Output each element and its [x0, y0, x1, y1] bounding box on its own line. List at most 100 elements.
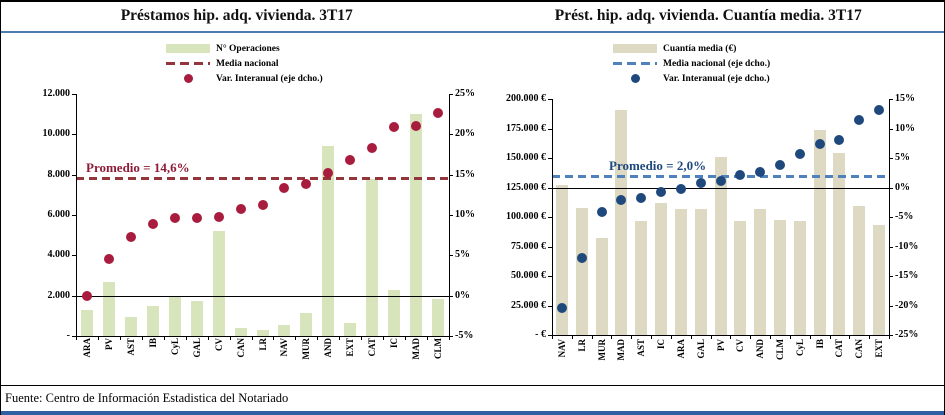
right-axis-label: -20% [895, 299, 919, 311]
bar-IC [388, 289, 401, 336]
dot-IC [389, 122, 400, 133]
right-axis-label: -5% [455, 330, 474, 341]
x-axis-tick [889, 335, 890, 339]
x-axis-label-CAT: CAT [834, 339, 845, 358]
right-axis-label: 10% [455, 209, 475, 220]
x-axis-label-CLM: CLM [774, 339, 785, 360]
left-axis-tick [548, 187, 552, 189]
right-axis-label: -15% [895, 270, 919, 281]
dot-LR [257, 200, 268, 211]
x-axis-label-IB: IB [814, 339, 825, 349]
left-axis-line [76, 94, 77, 336]
right-axis-tick [449, 255, 453, 257]
zero-line [76, 295, 449, 297]
right-axis-label: 5% [895, 152, 910, 163]
media-nacional-line [76, 176, 449, 180]
dot-CyL [794, 148, 805, 159]
x-axis-tick [207, 336, 209, 340]
left-axis-tick [548, 335, 552, 336]
legend-row: Media nacional (eje dcho.) [613, 56, 770, 71]
left-axis-tick [548, 246, 552, 248]
bar-AST [124, 316, 137, 336]
bar-EXT [344, 322, 357, 336]
bar-CV [212, 231, 225, 336]
right-axis-label: -10% [895, 240, 919, 252]
left-axis-label: 12.000 [42, 88, 71, 99]
right-axis-tick [889, 128, 893, 130]
x-axis-tick [449, 336, 450, 340]
x-axis-tick [119, 336, 121, 340]
dot-AND [755, 166, 766, 177]
left-axis-tick [548, 128, 552, 130]
legend-row: Var. Interanual (eje dcho.) [613, 71, 770, 86]
x-axis-tick [789, 335, 791, 339]
dot-EXT [345, 155, 356, 166]
x-axis-tick [809, 335, 811, 339]
right-axis-tick [449, 215, 453, 216]
bottom-border-bar [1, 411, 944, 415]
bar-CAT [366, 178, 379, 336]
legend-label: Var. Interanual (eje dcho.) [216, 73, 323, 84]
x-axis-tick [361, 336, 363, 340]
bar-GAL [694, 208, 707, 335]
x-axis-label-LR: LR [257, 338, 268, 351]
bar-CV [734, 221, 747, 335]
x-axis-label-PV: PV [103, 338, 114, 350]
x-axis-label-GAL: GAL [191, 338, 202, 358]
legend-row: Cuantía media (€) [613, 41, 770, 56]
legend-label: Media nacional [216, 58, 279, 69]
legend-row: Media nacional [166, 56, 323, 71]
dot-CLM [774, 160, 785, 171]
left-axis-tick [72, 295, 76, 297]
dot-IB [814, 139, 825, 150]
x-axis-tick [141, 336, 143, 340]
right-chart-title: Prést. hip. adq. vivienda. Cuantía media… [554, 7, 862, 24]
x-axis-tick [750, 335, 752, 339]
x-axis-label-CAN: CAN [854, 339, 865, 359]
x-axis-tick [571, 335, 573, 339]
right-axis-tick [889, 217, 893, 218]
bar-CyL [793, 221, 806, 335]
x-axis-label-LR: LR [576, 339, 587, 352]
x-axis-label-EXT: EXT [345, 338, 356, 357]
x-axis-tick [690, 335, 692, 339]
x-axis-label-IC: IC [389, 338, 400, 349]
x-axis-label-AST: AST [636, 339, 647, 357]
dot-PV [103, 253, 114, 264]
dot-IB [147, 218, 158, 229]
left-axis-label: 175.000 € [506, 122, 546, 134]
bar-IB [813, 129, 826, 335]
right-chart: 200.000 € 175.000 € 150.000 € 125.000 € 100.… [473, 33, 944, 385]
left-axis-tick [548, 99, 552, 100]
x-axis-tick [631, 335, 633, 339]
source-note: Fuente: Centro de Información Estadistic… [5, 391, 289, 405]
legend-label: Media nacional (eje dcho.) [663, 58, 771, 69]
dot-CLM [433, 108, 444, 119]
left-axis-tick [548, 217, 552, 218]
x-axis-label-EXT: EXT [874, 339, 885, 358]
right-axis-label: 15% [895, 93, 915, 104]
right-axis-tick [889, 335, 893, 336]
left-axis-tick [72, 94, 76, 95]
x-axis-label-MAD: MAD [616, 339, 627, 361]
x-axis-label-NAV: NAV [556, 339, 567, 358]
left-axis-label: - [66, 330, 70, 341]
left-axis-tick [72, 134, 76, 136]
dot-IC [656, 186, 667, 197]
right-axis-label: 25% [455, 88, 475, 99]
dot-MUR [596, 206, 607, 217]
x-axis-label-CyL: CyL [794, 339, 805, 357]
legend-row: Var. Interanual (eje dcho.) [166, 71, 323, 86]
x-axis-tick [710, 335, 712, 339]
x-axis-tick [405, 336, 407, 340]
right-axis-tick [889, 187, 893, 189]
x-axis-tick [185, 336, 187, 340]
footer: Fuente: Centro de Información Estadistic… [1, 385, 944, 411]
x-axis-tick [163, 336, 165, 340]
x-axis-tick [670, 335, 672, 339]
right-axis-tick [449, 174, 453, 176]
x-axis-tick [651, 335, 653, 339]
right-axis-tick [449, 94, 453, 95]
title-row: Préstamos hip. adq. vivienda. 3T17 Prést… [1, 2, 944, 31]
